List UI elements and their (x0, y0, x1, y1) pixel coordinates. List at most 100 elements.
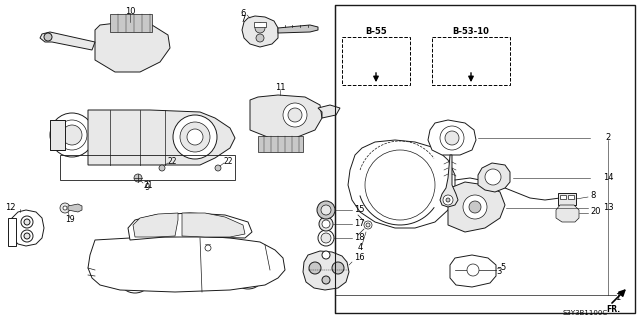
Circle shape (332, 262, 344, 274)
Text: 19: 19 (65, 216, 75, 225)
Circle shape (463, 195, 487, 219)
Circle shape (21, 230, 33, 242)
Circle shape (60, 203, 70, 213)
Polygon shape (440, 155, 458, 207)
Polygon shape (68, 204, 82, 212)
Text: 1: 1 (616, 293, 621, 301)
Circle shape (322, 220, 330, 228)
Polygon shape (448, 182, 505, 232)
Text: 20: 20 (590, 207, 600, 217)
Circle shape (322, 276, 330, 284)
Polygon shape (10, 210, 44, 246)
Circle shape (288, 108, 302, 122)
Circle shape (364, 221, 372, 229)
Circle shape (446, 198, 450, 202)
Bar (560, 195, 566, 199)
Circle shape (485, 169, 501, 185)
Text: 11: 11 (275, 84, 285, 93)
Circle shape (321, 205, 331, 215)
Text: 4: 4 (357, 243, 363, 253)
Polygon shape (318, 105, 340, 118)
Circle shape (113, 133, 123, 143)
Circle shape (318, 230, 334, 246)
Bar (258, 136, 303, 152)
Polygon shape (250, 95, 322, 138)
Text: 21: 21 (143, 181, 153, 189)
Circle shape (215, 165, 221, 171)
Bar (342, 37, 410, 85)
Circle shape (159, 165, 165, 171)
Text: 17: 17 (354, 219, 365, 228)
Polygon shape (40, 32, 95, 50)
Ellipse shape (234, 267, 262, 289)
Circle shape (57, 120, 87, 150)
Circle shape (319, 217, 333, 231)
Circle shape (63, 206, 67, 210)
Text: 10: 10 (125, 6, 135, 16)
Bar (558, 193, 576, 205)
Text: S3Y3B1100C: S3Y3B1100C (563, 310, 607, 316)
Circle shape (440, 126, 464, 150)
Polygon shape (278, 25, 318, 33)
Circle shape (469, 201, 481, 213)
Circle shape (255, 23, 265, 33)
Polygon shape (182, 213, 245, 237)
Bar (8, 218, 16, 246)
Circle shape (443, 195, 453, 205)
Circle shape (104, 124, 132, 152)
Circle shape (205, 245, 211, 251)
Text: 7: 7 (240, 14, 245, 24)
Polygon shape (450, 255, 496, 287)
Polygon shape (95, 22, 170, 72)
Circle shape (370, 153, 430, 213)
Circle shape (24, 233, 30, 239)
Circle shape (21, 216, 33, 228)
Circle shape (134, 174, 142, 182)
Text: 14: 14 (603, 174, 613, 182)
Text: 22: 22 (167, 158, 177, 167)
Text: 13: 13 (603, 204, 613, 212)
Circle shape (109, 129, 127, 147)
Text: 22: 22 (223, 158, 233, 167)
Text: 8: 8 (590, 190, 595, 199)
Circle shape (256, 34, 264, 42)
Circle shape (24, 219, 30, 225)
Text: 6: 6 (240, 9, 245, 18)
Circle shape (321, 233, 331, 243)
Polygon shape (303, 251, 349, 290)
Ellipse shape (126, 275, 144, 289)
Circle shape (180, 122, 210, 152)
Ellipse shape (239, 271, 257, 285)
Text: 18: 18 (354, 234, 365, 242)
Text: 5: 5 (500, 263, 505, 272)
Circle shape (50, 113, 94, 157)
Polygon shape (428, 120, 476, 155)
Circle shape (309, 262, 321, 274)
Bar (60, 155, 235, 180)
Circle shape (283, 103, 307, 127)
Circle shape (467, 264, 479, 276)
Circle shape (173, 115, 217, 159)
Circle shape (317, 201, 335, 219)
Text: 15: 15 (354, 205, 365, 214)
Text: 3: 3 (496, 268, 501, 277)
Ellipse shape (121, 271, 149, 293)
Bar (50, 120, 65, 150)
Polygon shape (348, 140, 455, 228)
Circle shape (445, 131, 459, 145)
Circle shape (365, 150, 435, 220)
Polygon shape (478, 163, 510, 192)
Text: FR.: FR. (606, 306, 620, 315)
Text: 2: 2 (605, 133, 611, 143)
Bar (254, 22, 266, 27)
Circle shape (380, 163, 420, 203)
Circle shape (394, 177, 406, 189)
Bar (335, 5, 635, 313)
Circle shape (322, 251, 330, 259)
Circle shape (366, 223, 370, 227)
Polygon shape (556, 205, 579, 222)
Text: 9: 9 (145, 182, 150, 191)
Text: 12: 12 (4, 203, 15, 211)
Bar (432, 37, 510, 85)
Text: 16: 16 (354, 254, 365, 263)
